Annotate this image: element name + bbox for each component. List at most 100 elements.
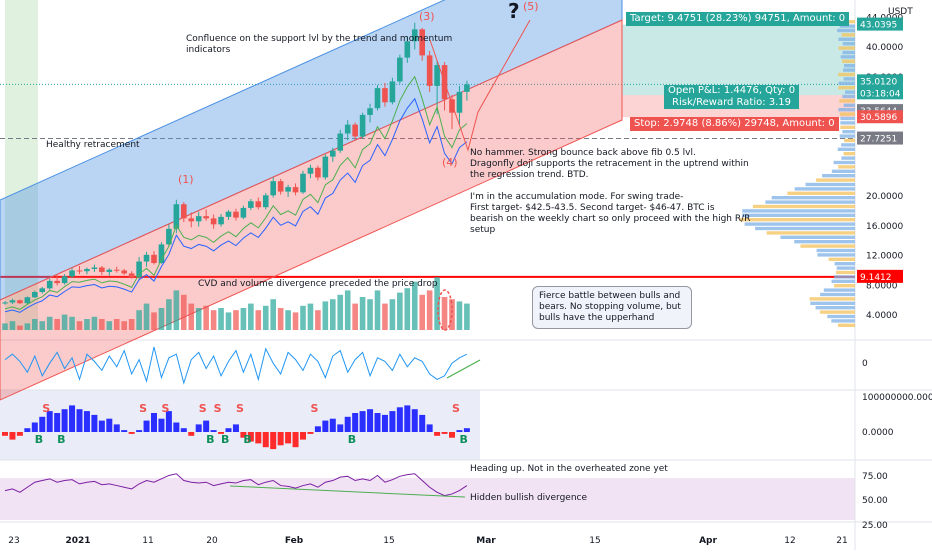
volume-profile-bar <box>839 46 855 49</box>
rsi-axis-tick: 75.00 <box>862 472 888 482</box>
candle-body <box>308 168 314 174</box>
volume-profile-bar <box>829 258 855 261</box>
volume-profile-bar <box>838 108 855 111</box>
candle-body <box>226 212 232 217</box>
candle-body <box>375 88 381 108</box>
candle-body <box>367 108 373 115</box>
annotation-cvd-divergence[interactable]: CVD and volume divergence preceded the p… <box>198 279 438 290</box>
volume-bar <box>360 297 366 330</box>
price-badge-text: 27.7251 <box>860 135 897 145</box>
histogram-bar <box>2 432 8 436</box>
histogram-bar <box>263 432 269 447</box>
volume-bar <box>427 290 433 330</box>
candle-body <box>62 276 68 283</box>
sell-signal-label: S <box>236 402 244 415</box>
volume-bar <box>457 301 463 330</box>
volume-profile-bar <box>838 86 855 89</box>
annotation-strategy[interactable]: No hammer. Strong bounce back above fib … <box>470 148 830 236</box>
histogram-bar <box>181 428 187 432</box>
annotation-heading-up[interactable]: Heading up. Not in the overheated zone y… <box>470 464 668 475</box>
histogram-bar <box>121 430 127 432</box>
histogram-bar <box>9 432 15 440</box>
time-axis-tick: 23 <box>8 536 19 546</box>
volume-bar <box>352 304 358 330</box>
annotation-healthy-retracement[interactable]: Healthy retracement <box>46 140 140 151</box>
histogram-bar <box>278 432 284 445</box>
candle-body <box>151 255 157 263</box>
volume-profile-bar <box>841 143 855 146</box>
candle-body <box>278 181 284 191</box>
volume-bar <box>136 310 142 330</box>
volume-profile-bar <box>838 148 855 151</box>
histogram-bar <box>39 417 45 432</box>
histogram-bar <box>293 432 299 447</box>
volume-bar <box>390 299 396 330</box>
wave-label-5: (5) <box>523 1 539 12</box>
histogram-bar <box>62 409 68 432</box>
price-badge-text: 35.0120 <box>860 77 897 87</box>
volume-bar <box>315 310 321 330</box>
histogram-bar <box>397 407 403 432</box>
time-axis-tick: Mar <box>476 536 496 546</box>
histogram-bar <box>449 432 455 438</box>
candle-body <box>39 288 45 292</box>
histogram-bar <box>285 432 291 443</box>
volume-profile-bar <box>832 170 855 173</box>
wave-label-4: (4) <box>442 157 458 168</box>
rsi-band <box>0 478 855 520</box>
time-axis-tick: 15 <box>383 536 394 546</box>
volume-profile-bar <box>838 38 855 41</box>
volume-profile-bar <box>840 126 855 129</box>
buy-signal-label: B <box>459 433 467 446</box>
histogram-bar <box>203 421 209 432</box>
buy-signal-label: B <box>57 433 65 446</box>
annotation-confluence[interactable]: Confluence on the support lvl by the tre… <box>186 34 452 56</box>
trade-target-label[interactable]: Target: 9.4751 (28.23%) 94751, Amount: 0 <box>626 12 849 26</box>
annotation-fierce-battle[interactable]: Fierce battle between bulls and bears. N… <box>532 286 692 329</box>
volume-bar <box>32 319 38 330</box>
price-axis-tick: 16.0000 <box>866 222 903 232</box>
candle-body <box>188 218 194 221</box>
volume-bar <box>218 308 224 330</box>
time-axis-tick: 2021 <box>65 536 90 546</box>
volume-profile-bar <box>817 253 855 256</box>
histogram-bar <box>300 432 306 440</box>
volume-profile-bar <box>810 302 855 305</box>
volume-profile-bar <box>834 161 855 164</box>
candle-body <box>196 216 202 221</box>
volume-bar <box>337 295 343 330</box>
trade-stop-label[interactable]: Stop: 2.9748 (8.86%) 29748, Amount: 0 <box>630 117 839 131</box>
volume-profile-bar <box>837 29 855 32</box>
histogram-bar <box>322 421 328 432</box>
price-axis-tick: 4.0000 <box>866 311 898 321</box>
time-axis-tick: 21 <box>836 536 847 546</box>
time-axis-tick: 15 <box>589 536 600 546</box>
histogram-bar <box>24 428 30 432</box>
histogram-bar <box>54 413 60 432</box>
volume-bar <box>405 288 411 330</box>
volume-profile-bar <box>832 280 855 283</box>
volume-bar <box>248 304 254 330</box>
volume-bar <box>188 304 194 330</box>
volume-bar <box>323 301 329 330</box>
histogram-bar <box>345 417 351 432</box>
volume-profile-bar <box>800 244 855 247</box>
volume-bar <box>256 310 262 330</box>
price-axis-tick: 12.0000 <box>866 252 903 262</box>
volume-bar <box>77 321 83 330</box>
volume-profile-bar <box>843 68 855 71</box>
histogram-bar <box>106 419 112 432</box>
volume-bar <box>181 295 187 330</box>
volume-bar <box>285 310 291 330</box>
volume-profile-bar <box>820 310 855 313</box>
trade-pnl-label[interactable]: Open P&L: 1.4476, Qty: 0 Risk/Reward Rat… <box>664 85 799 109</box>
sell-signal-label: S <box>452 402 460 415</box>
histogram-bar <box>84 411 90 432</box>
volume-profile-bar <box>842 95 855 98</box>
annotation-hidden-divergence[interactable]: Hidden bullish divergence <box>470 493 587 504</box>
histogram-bar <box>69 405 75 432</box>
volume-profile-bar <box>840 121 855 124</box>
volume-profile-bar <box>840 112 855 115</box>
histogram-bar <box>211 430 217 432</box>
candle-body <box>352 125 358 137</box>
